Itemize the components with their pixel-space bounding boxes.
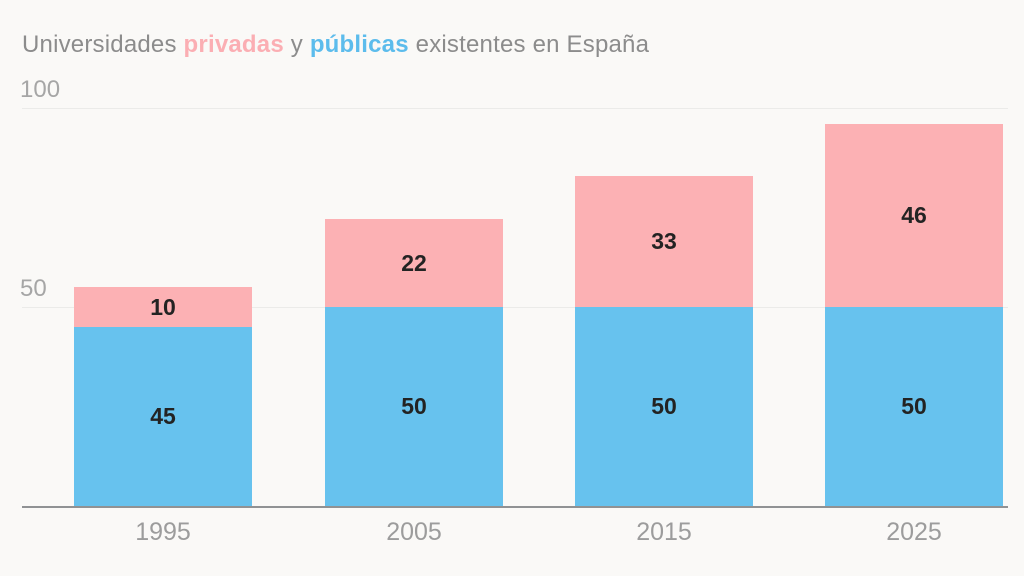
bar-segment-publicas-2025: 50 <box>825 307 1003 506</box>
value-label-publicas-2015: 50 <box>651 393 677 419</box>
value-label-publicas-2005: 50 <box>401 393 427 419</box>
title-middle: y <box>283 31 310 58</box>
value-label-privadas-2025: 46 <box>901 202 927 228</box>
bar-segment-publicas-1995: 45 <box>74 327 252 506</box>
y-tick-label-50: 50 <box>20 275 47 302</box>
bar-segment-publicas-2005: 50 <box>325 307 503 506</box>
title-suffix: existentes en España <box>408 31 650 58</box>
value-label-privadas-2015: 33 <box>651 228 677 254</box>
bar-segment-privadas-1995: 10 <box>74 287 252 327</box>
bar-segment-privadas-2015: 33 <box>575 176 753 307</box>
value-label-publicas-1995: 45 <box>150 403 176 429</box>
value-label-privadas-2005: 22 <box>401 249 427 276</box>
value-label-privadas-1995: 10 <box>150 293 176 320</box>
bar-segment-privadas-2005: 22 <box>325 219 503 307</box>
title-prefix: Universidades <box>22 31 184 58</box>
chart-title: Universidades privadas y públicas existe… <box>22 31 649 59</box>
value-label-publicas-2025: 50 <box>901 393 927 419</box>
legend-privadas: privadas <box>183 31 284 58</box>
bar-segment-publicas-2015: 50 <box>575 307 753 506</box>
bar-segment-privadas-2025: 46 <box>825 124 1003 307</box>
x-tick-label-2015: 2015 <box>636 518 692 546</box>
x-tick-label-1995: 1995 <box>135 518 191 546</box>
x-tick-label-2005: 2005 <box>386 518 442 546</box>
x-tick-label-2025: 2025 <box>886 518 942 546</box>
x-axis-line <box>22 506 1008 508</box>
legend-publicas: públicas <box>309 31 409 58</box>
gridline-50 <box>22 307 1008 308</box>
gridline-100 <box>22 108 1008 109</box>
y-tick-label-100: 100 <box>20 76 61 103</box>
